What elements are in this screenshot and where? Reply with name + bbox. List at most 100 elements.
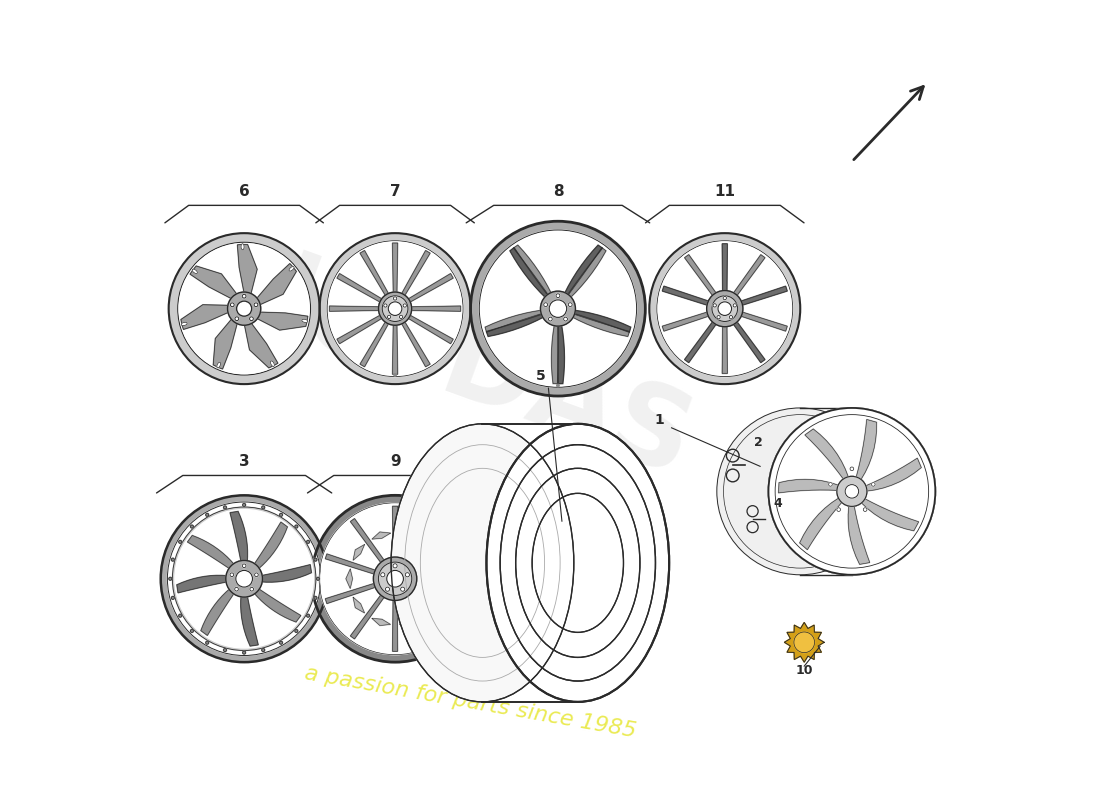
Text: a passion for parts since 1985: a passion for parts since 1985 bbox=[304, 663, 638, 741]
Text: 1: 1 bbox=[654, 413, 664, 427]
Polygon shape bbox=[510, 248, 549, 298]
Circle shape bbox=[317, 578, 319, 580]
Circle shape bbox=[828, 482, 833, 486]
Circle shape bbox=[234, 587, 239, 591]
Polygon shape bbox=[848, 506, 870, 564]
Circle shape bbox=[262, 649, 265, 651]
Circle shape bbox=[295, 630, 298, 633]
Circle shape bbox=[279, 514, 283, 516]
Circle shape bbox=[242, 564, 246, 568]
Polygon shape bbox=[402, 321, 430, 366]
Text: 2: 2 bbox=[754, 436, 762, 449]
Polygon shape bbox=[353, 598, 364, 613]
Circle shape bbox=[385, 587, 389, 591]
Circle shape bbox=[394, 374, 396, 376]
Polygon shape bbox=[558, 324, 564, 384]
Polygon shape bbox=[407, 314, 453, 344]
Circle shape bbox=[729, 315, 733, 319]
Circle shape bbox=[556, 294, 560, 298]
Ellipse shape bbox=[301, 319, 308, 322]
Circle shape bbox=[314, 558, 317, 561]
Circle shape bbox=[314, 596, 317, 599]
Circle shape bbox=[378, 292, 411, 326]
Circle shape bbox=[769, 408, 935, 574]
Circle shape bbox=[734, 304, 737, 307]
Polygon shape bbox=[254, 588, 300, 622]
Polygon shape bbox=[740, 286, 788, 306]
Circle shape bbox=[717, 315, 720, 319]
Circle shape bbox=[168, 578, 172, 580]
Circle shape bbox=[228, 292, 261, 326]
Circle shape bbox=[393, 564, 397, 568]
Circle shape bbox=[178, 540, 182, 543]
Polygon shape bbox=[244, 322, 278, 368]
Circle shape bbox=[230, 573, 233, 577]
Text: 9: 9 bbox=[389, 454, 400, 469]
Polygon shape bbox=[337, 314, 383, 344]
Circle shape bbox=[262, 506, 265, 509]
Ellipse shape bbox=[271, 361, 274, 366]
Circle shape bbox=[254, 573, 258, 577]
Circle shape bbox=[569, 302, 572, 306]
Circle shape bbox=[549, 317, 552, 321]
Polygon shape bbox=[733, 254, 764, 297]
Circle shape bbox=[649, 233, 801, 384]
Polygon shape bbox=[402, 250, 430, 297]
Circle shape bbox=[659, 242, 791, 375]
Circle shape bbox=[206, 641, 209, 644]
Polygon shape bbox=[684, 321, 717, 362]
Circle shape bbox=[230, 303, 234, 306]
Circle shape bbox=[168, 233, 320, 384]
Polygon shape bbox=[213, 318, 238, 369]
Circle shape bbox=[557, 384, 559, 386]
Circle shape bbox=[723, 297, 726, 300]
Circle shape bbox=[178, 614, 182, 617]
Circle shape bbox=[279, 641, 283, 644]
Circle shape bbox=[713, 304, 716, 307]
Ellipse shape bbox=[486, 424, 669, 702]
Polygon shape bbox=[733, 321, 764, 362]
Circle shape bbox=[190, 630, 194, 633]
Polygon shape bbox=[360, 250, 389, 297]
Polygon shape bbox=[230, 511, 248, 562]
Circle shape bbox=[373, 557, 417, 601]
Circle shape bbox=[837, 508, 840, 511]
Ellipse shape bbox=[192, 269, 197, 274]
Text: 11: 11 bbox=[714, 184, 735, 199]
Circle shape bbox=[307, 614, 309, 617]
Circle shape bbox=[845, 485, 859, 498]
Ellipse shape bbox=[241, 244, 244, 250]
Polygon shape bbox=[568, 248, 606, 298]
Circle shape bbox=[250, 317, 253, 321]
Circle shape bbox=[235, 570, 253, 587]
Polygon shape bbox=[405, 518, 440, 564]
Circle shape bbox=[837, 476, 867, 506]
Circle shape bbox=[381, 573, 385, 577]
Circle shape bbox=[480, 230, 637, 387]
Polygon shape bbox=[201, 588, 234, 635]
Circle shape bbox=[161, 495, 328, 662]
Polygon shape bbox=[330, 306, 381, 311]
Polygon shape bbox=[438, 569, 444, 589]
Circle shape bbox=[540, 291, 575, 326]
Polygon shape bbox=[187, 535, 234, 570]
Circle shape bbox=[236, 301, 252, 316]
Polygon shape bbox=[800, 498, 842, 550]
Polygon shape bbox=[241, 595, 258, 646]
Circle shape bbox=[235, 317, 239, 321]
Circle shape bbox=[172, 558, 174, 561]
Circle shape bbox=[378, 562, 411, 595]
Polygon shape bbox=[805, 429, 848, 479]
Circle shape bbox=[173, 507, 316, 650]
Text: elcoDAS: elcoDAS bbox=[187, 222, 706, 498]
Text: 5: 5 bbox=[536, 369, 546, 383]
Polygon shape bbox=[414, 583, 465, 603]
Circle shape bbox=[471, 222, 646, 396]
Circle shape bbox=[178, 242, 310, 375]
Polygon shape bbox=[410, 306, 461, 311]
Polygon shape bbox=[414, 554, 465, 574]
Circle shape bbox=[329, 242, 462, 375]
Circle shape bbox=[850, 467, 854, 470]
Polygon shape bbox=[573, 310, 630, 332]
Circle shape bbox=[718, 302, 732, 315]
